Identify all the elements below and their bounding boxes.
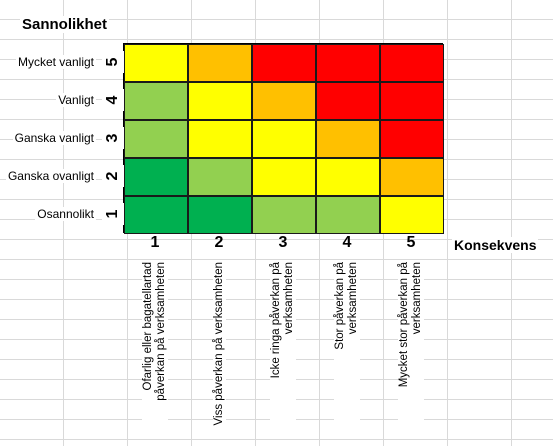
risk-cell[interactable] bbox=[124, 158, 188, 196]
column-description-line: Ofarlig eller bagatellartad bbox=[142, 262, 154, 391]
risk-cell[interactable] bbox=[252, 158, 316, 196]
column-description: Viss påverkan på verksamheten bbox=[212, 262, 226, 432]
column-description-line: verksamheten bbox=[347, 262, 359, 335]
column-number: 5 bbox=[406, 234, 416, 251]
x-axis-title: Konsekvens bbox=[452, 237, 539, 253]
risk-cell[interactable] bbox=[316, 82, 380, 120]
risk-cell[interactable] bbox=[252, 82, 316, 120]
risk-cell[interactable] bbox=[124, 196, 188, 234]
risk-cell[interactable] bbox=[188, 120, 252, 158]
column-description-line: Icke ringa påverkan på bbox=[270, 262, 282, 379]
row-number: 3 bbox=[102, 127, 124, 149]
column-description: Ofarlig eller bagatellartad påverkan på v… bbox=[142, 262, 168, 432]
column-description-line: Stor påverkan på bbox=[334, 262, 346, 350]
column-description: Stor påverkan på verksamheten bbox=[334, 262, 360, 432]
column-number: 1 bbox=[150, 234, 160, 251]
column-number: 2 bbox=[214, 234, 224, 251]
risk-cell[interactable] bbox=[316, 44, 380, 82]
risk-cell[interactable] bbox=[380, 196, 444, 234]
column-description-line: påverkan på verksamheten bbox=[155, 262, 167, 401]
risk-cell[interactable] bbox=[316, 196, 380, 234]
row-number: 4 bbox=[102, 89, 124, 111]
column-description: Icke ringa påverkan på verksamheten bbox=[270, 262, 296, 432]
row-label: Ganska ovanligt bbox=[5, 169, 96, 183]
risk-cell[interactable] bbox=[252, 44, 316, 82]
row-number: 5 bbox=[102, 51, 124, 73]
risk-cell[interactable] bbox=[188, 82, 252, 120]
row-label: Osannolikt bbox=[35, 207, 96, 221]
risk-cell[interactable] bbox=[316, 120, 380, 158]
risk-cell[interactable] bbox=[252, 120, 316, 158]
risk-cell[interactable] bbox=[188, 44, 252, 82]
row-number: 2 bbox=[102, 165, 124, 187]
risk-cell[interactable] bbox=[124, 120, 188, 158]
risk-cell[interactable] bbox=[252, 196, 316, 234]
risk-cell[interactable] bbox=[188, 158, 252, 196]
row-number: 1 bbox=[102, 203, 124, 225]
column-description-line: verksamheten bbox=[283, 262, 295, 335]
column-description-line: Mycket stor påverkan på bbox=[398, 262, 410, 388]
column-description-line: verksamheten bbox=[411, 262, 423, 335]
column-number: 4 bbox=[342, 234, 352, 251]
column-number: 3 bbox=[278, 234, 288, 251]
row-label: Vanligt bbox=[56, 93, 96, 107]
risk-cell[interactable] bbox=[380, 120, 444, 158]
y-axis-title: Sannolikhet bbox=[20, 16, 110, 33]
column-description: Mycket stor påverkan på verksamheten bbox=[398, 262, 424, 432]
risk-cell[interactable] bbox=[316, 158, 380, 196]
column-description-line: Viss påverkan på verksamheten bbox=[212, 262, 225, 426]
risk-cell[interactable] bbox=[124, 44, 188, 82]
row-label: Ganska vanligt bbox=[12, 131, 96, 145]
risk-matrix bbox=[123, 43, 444, 234]
risk-cell[interactable] bbox=[124, 82, 188, 120]
risk-cell[interactable] bbox=[380, 44, 444, 82]
risk-cell[interactable] bbox=[380, 82, 444, 120]
risk-cell[interactable] bbox=[188, 196, 252, 234]
risk-cell[interactable] bbox=[380, 158, 444, 196]
row-label: Mycket vanligt bbox=[15, 55, 96, 69]
